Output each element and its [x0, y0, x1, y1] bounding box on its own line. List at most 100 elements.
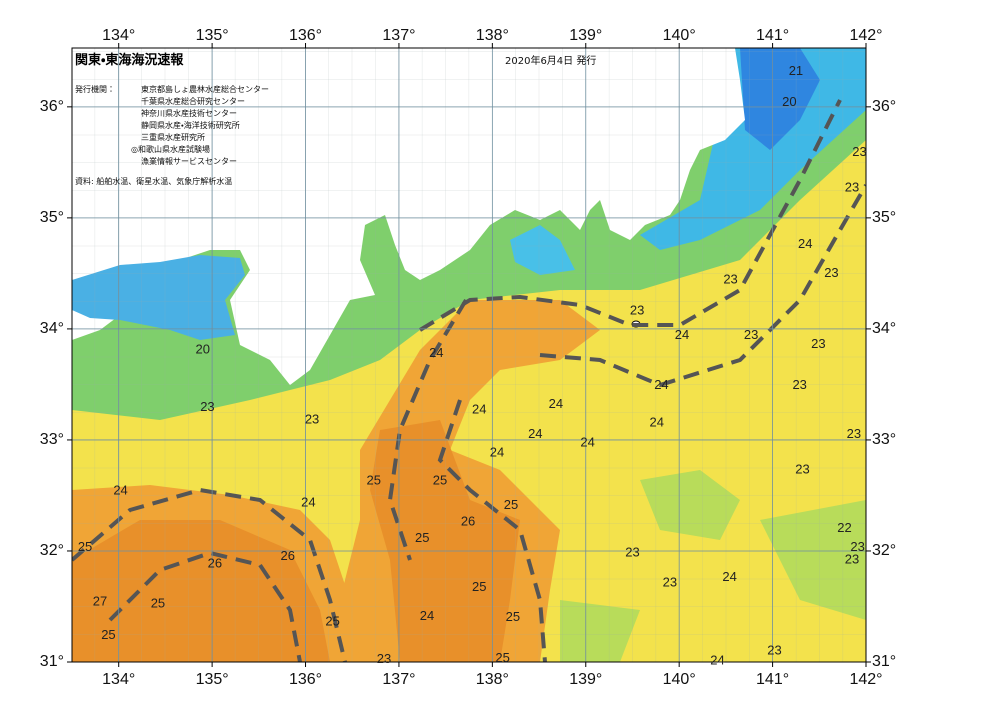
x-tick-label: 138°: [476, 27, 509, 44]
x-tick-label: 134°: [102, 671, 135, 688]
contour-label: 23: [850, 539, 864, 554]
x-tick-label: 139°: [569, 671, 602, 688]
contour-label: 24: [798, 236, 812, 251]
contour-label: 26: [461, 514, 475, 529]
contour-label: 23: [200, 399, 214, 414]
contour-label: 24: [722, 569, 736, 584]
contour-label: 24: [650, 415, 664, 430]
contour-label: 23: [795, 461, 809, 476]
issuer: 千葉県水産総合研究センター: [141, 96, 245, 106]
y-tick-label: 33°: [872, 431, 896, 448]
x-tick-label: 138°: [476, 671, 509, 688]
contour-label: 25: [495, 650, 509, 665]
y-tick-label: 32°: [40, 542, 64, 559]
x-tick-label: 141°: [756, 671, 789, 688]
x-tick-label: 140°: [663, 27, 696, 44]
contour-label: 24: [420, 608, 434, 623]
source: 資料: 船舶水温、衛星水温、気象庁解析水温: [75, 176, 232, 186]
x-tick-label: 141°: [756, 27, 789, 44]
issuer: 静岡県水産・海洋技術研究所: [141, 120, 240, 130]
contour-label: 25: [506, 609, 520, 624]
axis-ticks: 134° 134° 135° 135° 136° 136° 137° 137° 138° 138°…: [40, 27, 896, 688]
contour-label: 23: [845, 551, 859, 566]
contour-label: 25: [151, 596, 165, 611]
contour-label: 24: [429, 345, 443, 360]
contour-label: 23: [845, 179, 859, 194]
contour-label: 24: [675, 327, 689, 342]
contour-label: 24: [490, 445, 504, 460]
contour-label: 23: [811, 336, 825, 351]
contour-label: 25: [325, 613, 339, 628]
x-tick-label: 135°: [196, 27, 229, 44]
issue-date: 2020年6月4日 発行: [505, 54, 596, 67]
x-tick-label: 134°: [102, 27, 135, 44]
contour-label: 23: [767, 642, 781, 657]
contour-label: 23: [377, 651, 391, 666]
contour-label: 25: [433, 472, 447, 487]
contour-label: 23: [744, 327, 758, 342]
contour-label: 23: [824, 265, 838, 280]
contour-label: 25: [504, 497, 518, 512]
contour-label: 24: [301, 495, 315, 510]
issuer: ◎和歌山県水産試験場: [131, 144, 210, 154]
contour-label: 24: [654, 377, 668, 392]
x-tick-label: 139°: [569, 27, 602, 44]
y-tick-label: 34°: [872, 320, 896, 337]
issuer: 三重県水産研究所: [141, 132, 205, 142]
contour-label: 25: [101, 627, 115, 642]
map-frame: [71, 47, 867, 663]
x-tick-label: 135°: [196, 671, 229, 688]
contour-label: 20: [196, 341, 210, 356]
issuer-label: 発行機関：: [75, 84, 115, 94]
x-tick-label: 137°: [382, 27, 415, 44]
contour-label: 23: [625, 545, 639, 560]
issuer: 東京都島しょ農林水産総合センター: [141, 84, 269, 94]
y-tick-label: 31°: [40, 653, 64, 670]
header: 関東・東海海況速報 2020年6月4日 発行 発行機関： 東京都島しょ農林水産総…: [75, 52, 596, 186]
contour-label: 24: [549, 396, 563, 411]
contour-label: 26: [208, 556, 222, 571]
y-tick-label: 31°: [872, 653, 896, 670]
sst-field: [72, 48, 866, 662]
contour-label: 23: [852, 144, 866, 159]
contour-label: 24: [580, 435, 594, 450]
x-tick-label: 136°: [289, 27, 322, 44]
contour-label: 25: [78, 539, 92, 554]
y-tick-label: 34°: [40, 320, 64, 337]
contour-label: 23: [663, 575, 677, 590]
contour-label: 22: [837, 520, 851, 535]
contour-label: 23: [723, 271, 737, 286]
current-axis: [72, 99, 866, 662]
issuer: 漁業情報サービスセンター: [141, 156, 237, 166]
x-tick-label: 142°: [849, 671, 882, 688]
contour-label: 26: [281, 548, 295, 563]
y-tick-label: 35°: [872, 209, 896, 226]
contour-label: 24: [472, 401, 486, 416]
x-tick-label: 142°: [849, 27, 882, 44]
x-tick-label: 140°: [663, 671, 696, 688]
x-tick-label: 136°: [289, 671, 322, 688]
contour-label: 23: [630, 303, 644, 318]
contour-label: 24: [113, 482, 127, 497]
y-tick-label: 32°: [872, 542, 896, 559]
contour-label: 25: [366, 472, 380, 487]
y-tick-label: 36°: [872, 98, 896, 115]
contour-label: 25: [415, 530, 429, 545]
contour-label: 23: [792, 377, 806, 392]
contour-label: 23: [305, 411, 319, 426]
contour-label: 25: [472, 579, 486, 594]
contour-label: 21: [789, 63, 803, 78]
contour-label: 27: [93, 593, 107, 608]
contour-label: 24: [710, 652, 724, 667]
y-tick-label: 33°: [40, 431, 64, 448]
issuer: 神奈川県水産技術センター: [141, 108, 237, 118]
y-tick-label: 35°: [40, 209, 64, 226]
grid: [72, 48, 867, 663]
y-tick-label: 36°: [40, 98, 64, 115]
title: 関東・東海海況速報: [75, 52, 184, 68]
contour-label: 20: [782, 94, 796, 109]
x-tick-label: 137°: [382, 671, 415, 688]
contour-label: 23: [847, 426, 861, 441]
